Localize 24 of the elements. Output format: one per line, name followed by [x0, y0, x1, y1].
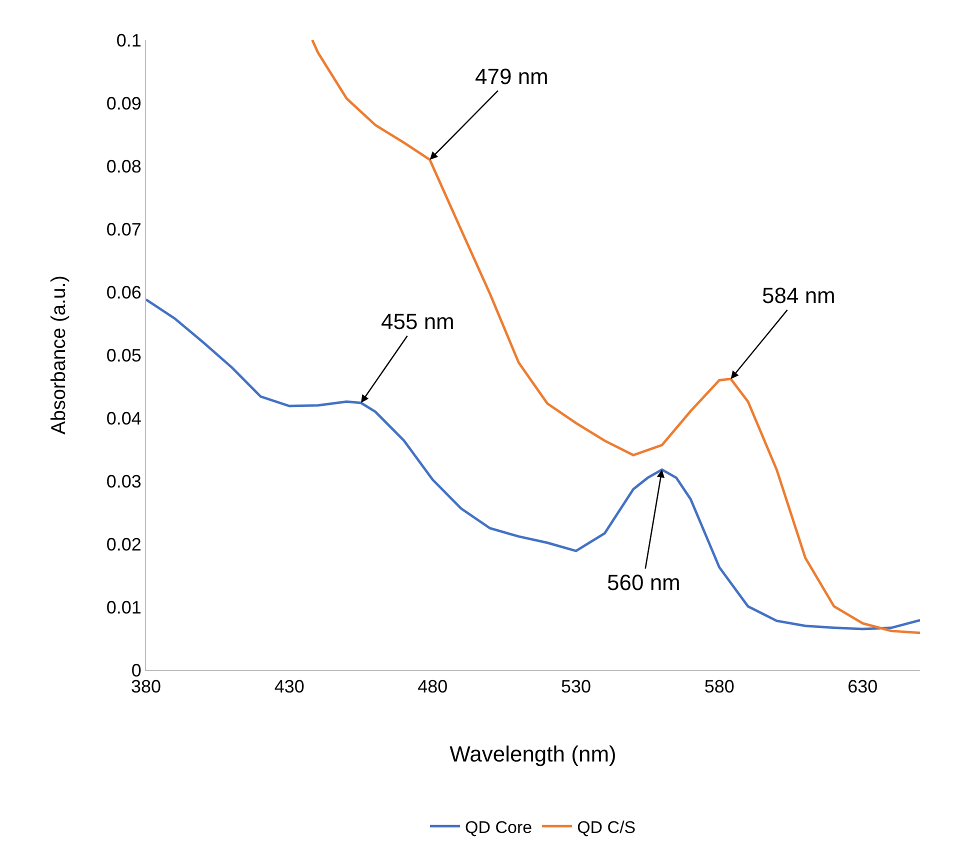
y-tick-label: 0.04	[106, 408, 142, 428]
annotation: 455 nm	[381, 309, 454, 334]
y-tick-label: 0.09	[106, 93, 142, 114]
y-tick-label: 0.07	[106, 219, 142, 240]
x-tick-label: 580	[704, 676, 734, 697]
y-axis-title: Absorbance (a.u.)	[48, 276, 70, 434]
y-tick-label: 0.03	[106, 471, 142, 492]
annotation: 584 nm	[762, 283, 836, 308]
y-tick-label: 0.01	[106, 597, 142, 618]
y-tick-label: 0.1	[116, 30, 142, 50]
y-tick-label: 0.02	[106, 534, 142, 554]
y-tick-label: 0.08	[106, 156, 142, 176]
x-tick-label: 630	[848, 676, 878, 697]
y-tick-label: 0.05	[106, 345, 142, 366]
annotation: 560 nm	[607, 570, 680, 595]
legend-label: QD C/S	[577, 818, 636, 837]
y-tick-label: 0.06	[106, 282, 142, 302]
annotation: 479 nm	[475, 64, 548, 89]
x-tick-label: 430	[274, 676, 304, 697]
line-series	[311, 40, 920, 634]
x-axis-title: Wavelength (nm)	[450, 742, 616, 766]
x-tick-label: 530	[560, 676, 592, 697]
legend-label: QD Core	[465, 818, 532, 837]
x-tick-label: 480	[418, 676, 448, 697]
